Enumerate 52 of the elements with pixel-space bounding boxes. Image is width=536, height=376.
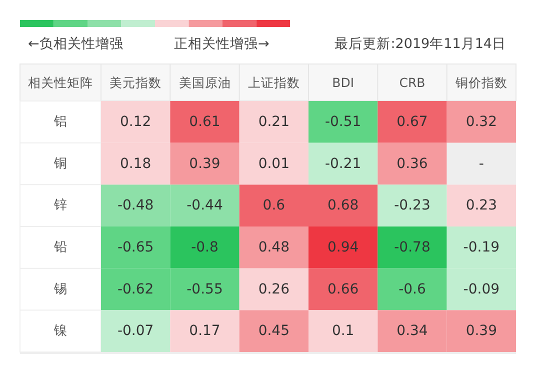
data-label: 0.17 [189, 323, 220, 340]
y-tick-label: 铅 [53, 240, 67, 255]
data-label: 0.23 [466, 198, 498, 214]
y-tick-label: 镍 [53, 324, 67, 339]
y-tick-label: 铝 [53, 114, 67, 130]
data-label: 0.12 [120, 114, 152, 130]
data-label: 0.32 [466, 114, 498, 130]
data-label: -0.62 [117, 281, 154, 298]
data-label: 0.94 [327, 239, 359, 256]
x-tick-label: 美国原油 [178, 75, 231, 90]
data-label: 0.6 [262, 198, 286, 214]
y-tick-label: 锌 [53, 198, 67, 214]
data-label: 0.34 [396, 323, 428, 340]
x-tick-label: 美元指数 [110, 75, 162, 90]
y-tick-label: 锡 [53, 282, 67, 297]
data-label: -0.19 [463, 239, 500, 256]
data-label: -0.07 [117, 323, 154, 340]
data-label: 0.26 [258, 281, 290, 298]
x-tick-label: BDI [332, 75, 354, 90]
data-label: 0.66 [327, 281, 359, 298]
data-label: 0.61 [189, 114, 220, 130]
data-label: 0.21 [258, 114, 290, 130]
data-label: -0.48 [117, 198, 154, 214]
data-label: 0.45 [258, 323, 290, 340]
data-label: -0.55 [186, 281, 223, 298]
data-label: -0.09 [463, 281, 500, 298]
data-label: -0.23 [394, 198, 430, 214]
data-label: -0.51 [324, 114, 362, 130]
data-label: 0.48 [258, 239, 290, 256]
data-label: 0.67 [396, 114, 428, 130]
y-tick-label: 铜 [53, 156, 67, 172]
data-label: 0.1 [332, 323, 354, 340]
text: 最后更新:2019年11月14日 [334, 36, 506, 52]
data-label: -0.6 [398, 281, 426, 298]
data-label: -0.44 [186, 198, 223, 214]
text: - [478, 156, 484, 172]
x-tick-label: CRB [399, 75, 426, 90]
data-label: 0.36 [396, 156, 428, 172]
text: ←负相关性增强 [28, 36, 124, 52]
x-tick-label: 上证指数 [248, 75, 300, 90]
x-tick-label: 铜价指数 [454, 75, 508, 90]
data-label: 0.01 [258, 156, 290, 172]
data-label: 0.18 [120, 156, 152, 172]
data-label: 0.39 [189, 156, 220, 172]
data-label: 0.68 [327, 198, 359, 214]
data-label: -0.21 [324, 156, 362, 172]
data-label: -0.8 [191, 239, 218, 256]
y-axis-title: 相关性矩阵 [28, 75, 93, 90]
data-label: -0.65 [117, 239, 154, 256]
data-label: -0.78 [394, 239, 430, 256]
data-label: 0.39 [466, 323, 498, 340]
text: 正相关性增强→ [174, 36, 270, 52]
